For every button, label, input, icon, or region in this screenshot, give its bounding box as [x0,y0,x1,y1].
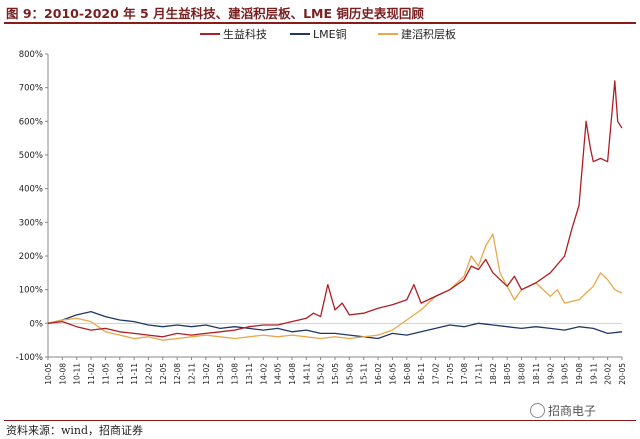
y-tick-label: 800% [19,50,43,60]
x-tick-label: 14-11 [302,363,311,385]
x-tick-label: 18-02 [489,363,498,385]
chart-axes: -100% 0% 100% 200% 300% 400% 500% 600% 700% 800% 1… [16,50,627,385]
y-tick-label: 0% [30,319,44,329]
series-line-3 [47,233,623,341]
bottom-rule [4,420,636,421]
line-chart: 生益科技 LME铜 建滔积层板 -100% 0% 100% 200% 300% 400% 500… [16,27,627,385]
legend-label-1: 生益科技 [223,27,267,41]
x-tick-label: 19-02 [546,363,555,385]
x-tick-label: 17-05 [446,363,455,385]
title-rule [4,22,636,24]
x-tick-label: 17-02 [431,363,440,385]
figure-title: 图 9：2010-2020 年 5 月生益科技、建滔积层板、LME 铜历史表现回… [6,6,424,21]
legend-label-2: LME铜 [313,27,347,41]
x-tick-label: 19-05 [561,363,570,385]
x-tick-label: 14-05 [274,363,283,385]
x-tick-label: 18-08 [518,363,527,385]
x-tick-label: 15-05 [331,363,340,385]
x-tick-label: 11-08 [116,363,125,385]
watermark: 招商电子 [530,402,596,419]
y-tick-label: 300% [19,218,43,228]
x-tick-label: 12-05 [159,363,168,385]
y-tick-label: 700% [19,84,43,94]
x-tick-label: 10-08 [58,363,67,385]
y-tick-label: -100% [16,353,43,363]
series-line-2 [47,310,623,340]
x-tick-label: 15-08 [345,363,354,385]
x-tick-label: 20-05 [618,363,627,385]
x-tick-label: 12-02 [144,363,153,385]
y-tick-label: 600% [19,117,43,127]
x-tick-label: 18-05 [503,363,512,385]
x-tick-label: 11-05 [101,363,110,385]
chart-series [47,80,623,341]
x-tick-label: 14-02 [259,363,268,385]
x-tick-label: 19-11 [589,363,598,385]
series-line-1 [47,80,623,338]
wechat-icon [530,403,545,418]
x-tick-label: 10-05 [44,363,53,385]
x-tick-label: 10-11 [73,363,82,385]
x-tick-label: 12-11 [188,363,197,385]
x-tick-label: 16-11 [417,363,426,385]
x-tick-label: 13-11 [245,363,254,385]
x-tick-label: 13-05 [216,363,225,385]
x-tick-label: 15-02 [317,363,326,385]
watermark-text: 招商电子 [548,404,597,418]
x-tick-label: 20-02 [604,363,613,385]
x-tick-label: 11-02 [87,363,96,385]
legend-label-3: 建滔积层板 [401,27,456,41]
x-tick-label: 14-08 [288,363,297,385]
x-tick-label: 15-11 [360,363,369,385]
y-tick-label: 400% [19,185,43,195]
x-tick-label: 12-08 [173,363,182,385]
chart-legend: 生益科技 LME铜 建滔积层板 [200,27,456,41]
x-tick-label: 16-05 [388,363,397,385]
x-tick-label: 19-08 [575,363,584,385]
y-tick-label: 200% [19,252,43,262]
x-tick-label: 13-08 [231,363,240,385]
x-tick-label: 11-11 [130,363,139,385]
x-tick-label: 16-02 [374,363,383,385]
x-tick-label: 17-08 [460,363,469,385]
x-tick-label: 18-11 [532,363,541,385]
x-tick-label: 16-08 [403,363,412,385]
y-tick-label: 500% [19,151,43,161]
x-tick-label: 13-02 [202,363,211,385]
source-note: 资料来源：wind，招商证券 [6,424,144,437]
y-tick-label: 100% [19,286,43,296]
x-tick-label: 17-11 [475,363,484,385]
